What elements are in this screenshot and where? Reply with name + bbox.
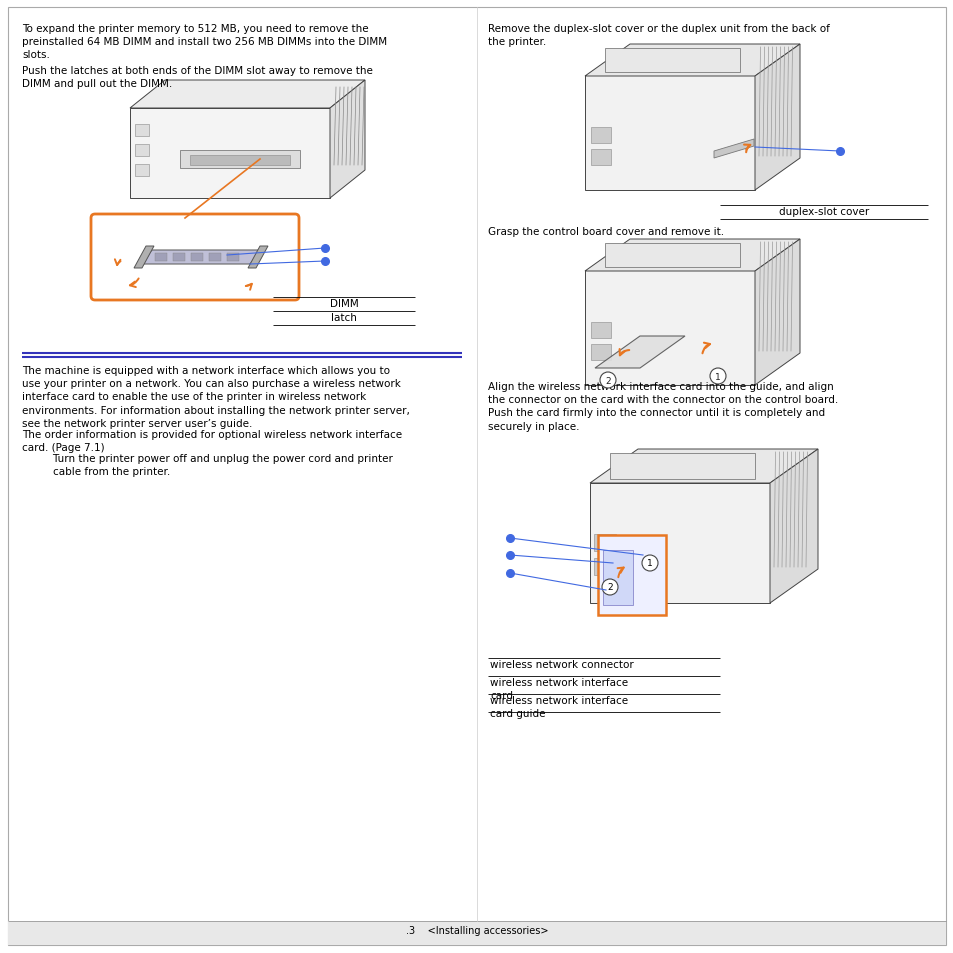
Text: wireless network interface
card guide: wireless network interface card guide (490, 696, 627, 719)
FancyBboxPatch shape (590, 128, 610, 144)
Circle shape (601, 579, 618, 596)
FancyBboxPatch shape (135, 125, 149, 137)
Polygon shape (713, 140, 753, 159)
FancyBboxPatch shape (589, 483, 769, 603)
Circle shape (599, 373, 616, 389)
FancyBboxPatch shape (130, 109, 330, 199)
Text: The machine is equipped with a network interface which allows you to
use your pr: The machine is equipped with a network i… (22, 366, 410, 428)
FancyBboxPatch shape (598, 536, 665, 616)
Text: Turn the printer power off and unplug the power cord and printer
    cable from : Turn the printer power off and unplug th… (40, 454, 393, 476)
Polygon shape (754, 45, 800, 191)
FancyBboxPatch shape (594, 535, 616, 552)
FancyBboxPatch shape (190, 156, 290, 166)
Polygon shape (769, 450, 817, 603)
FancyBboxPatch shape (590, 345, 610, 360)
FancyBboxPatch shape (172, 253, 185, 262)
Text: DIMM: DIMM (330, 298, 358, 309)
Text: .3    <Installing accessories>: .3 <Installing accessories> (405, 925, 548, 935)
FancyBboxPatch shape (135, 165, 149, 177)
FancyBboxPatch shape (609, 454, 754, 479)
FancyBboxPatch shape (602, 551, 633, 605)
FancyBboxPatch shape (584, 271, 754, 386)
FancyBboxPatch shape (8, 8, 945, 945)
Polygon shape (595, 336, 684, 369)
FancyBboxPatch shape (604, 244, 740, 268)
FancyBboxPatch shape (590, 323, 610, 338)
FancyBboxPatch shape (209, 253, 221, 262)
Polygon shape (330, 81, 365, 199)
Text: 1: 1 (715, 372, 720, 381)
Polygon shape (140, 251, 262, 265)
Polygon shape (584, 240, 800, 272)
Text: Remove the duplex-slot cover or the duplex unit from the back of
the printer.: Remove the duplex-slot cover or the dupl… (488, 24, 829, 47)
Text: 2: 2 (606, 583, 612, 592)
FancyBboxPatch shape (135, 145, 149, 157)
FancyBboxPatch shape (594, 558, 616, 576)
Text: 1: 1 (646, 558, 652, 568)
Text: Align the wireless network interface card into the guide, and align
the connecto: Align the wireless network interface car… (488, 381, 838, 431)
Polygon shape (130, 81, 365, 109)
Text: Grasp the control board cover and remove it.: Grasp the control board cover and remove… (488, 227, 723, 236)
Text: To expand the printer memory to 512 MB, you need to remove the
preinstalled 64 M: To expand the printer memory to 512 MB, … (22, 24, 387, 60)
FancyBboxPatch shape (227, 253, 239, 262)
Polygon shape (584, 45, 800, 77)
FancyBboxPatch shape (584, 76, 754, 191)
FancyBboxPatch shape (154, 253, 167, 262)
Text: 2: 2 (604, 376, 610, 385)
Text: wireless network interface
card: wireless network interface card (490, 678, 627, 700)
Text: The order information is provided for optional wireless network interface
card. : The order information is provided for op… (22, 430, 402, 453)
Polygon shape (133, 247, 153, 269)
Text: Push the latches at both ends of the DIMM slot away to remove the
DIMM and pull : Push the latches at both ends of the DIM… (22, 66, 373, 90)
Polygon shape (248, 247, 268, 269)
FancyBboxPatch shape (8, 921, 945, 945)
Text: latch: latch (331, 313, 356, 323)
Circle shape (709, 369, 725, 385)
Text: duplex-slot cover: duplex-slot cover (778, 207, 868, 216)
Circle shape (641, 556, 658, 572)
FancyBboxPatch shape (191, 253, 203, 262)
Polygon shape (754, 240, 800, 386)
FancyBboxPatch shape (604, 49, 740, 73)
Polygon shape (589, 450, 817, 483)
FancyBboxPatch shape (180, 151, 299, 169)
FancyBboxPatch shape (91, 214, 298, 301)
Text: wireless network connector: wireless network connector (490, 659, 633, 669)
FancyBboxPatch shape (590, 150, 610, 166)
